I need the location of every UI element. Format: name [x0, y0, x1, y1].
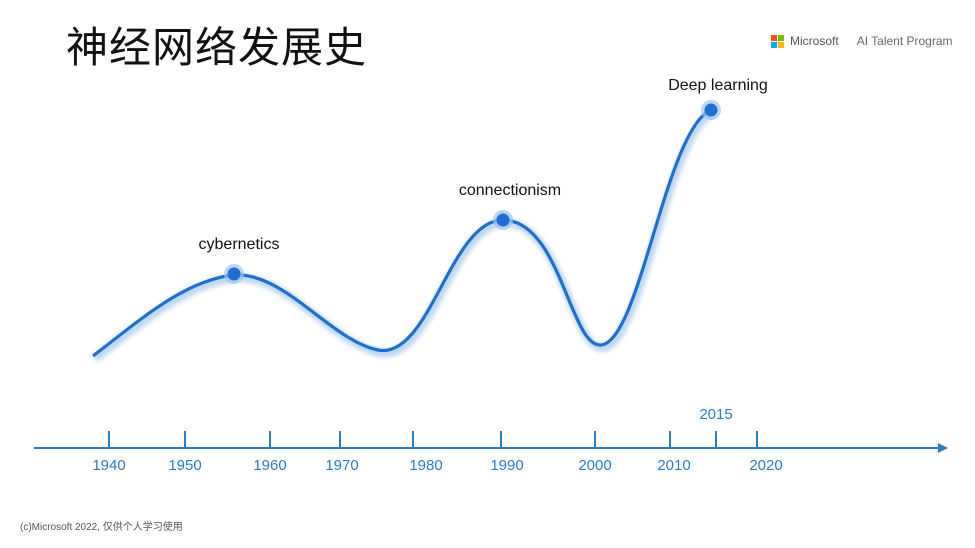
axis-year-label: 1980	[409, 457, 442, 474]
axis-year-label: 1940	[92, 457, 125, 474]
era-label-deep-learning: Deep learning	[668, 77, 768, 94]
era-label-connectionism: connectionism	[459, 182, 561, 199]
copyright-footer: (c)Microsoft 2022, 仅供个人学习使用	[20, 522, 183, 533]
axis-year-label: 1990	[490, 457, 523, 474]
axis-year-label: 1970	[325, 457, 358, 474]
deep-learning-dot	[704, 103, 718, 117]
microsoft-logo-icon	[771, 34, 784, 48]
trend-curve-glow	[92, 109, 716, 363]
page-title: 神经网络发展史	[66, 23, 368, 72]
axis-year-label: 2010	[657, 457, 690, 474]
axis-year-label: 2000	[578, 457, 611, 474]
brand-header: Microsoft AI Talent Program	[771, 32, 953, 50]
cybernetics-dot	[227, 267, 241, 281]
connectionism-dot	[496, 213, 510, 227]
brand-program: AI Talent Program	[856, 34, 953, 48]
highlight-year-label: 2015	[699, 406, 732, 423]
brand-company: Microsoft	[790, 34, 839, 48]
axis-ticks	[108, 431, 758, 448]
trend-curve	[92, 108, 712, 358]
axis-year-label: 2020	[749, 457, 782, 474]
timeline-axis-arrow-icon	[938, 443, 948, 453]
axis-year-label: 1960	[253, 457, 286, 474]
axis-year-label: 1950	[168, 457, 201, 474]
era-label-cybernetics: cybernetics	[199, 236, 280, 253]
